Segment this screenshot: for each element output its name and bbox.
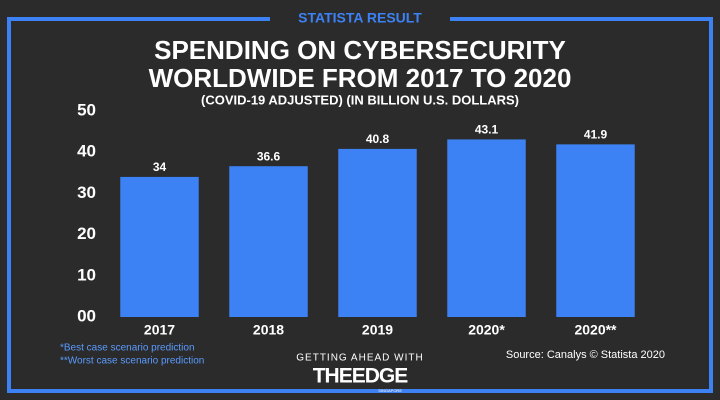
y-tick-label: 00 [77, 306, 96, 325]
source: Source: Canalys © Statista 2020 [506, 349, 665, 361]
x-tick-label: 2020* [468, 322, 505, 338]
x-tick-label: 2018 [253, 322, 284, 338]
bar [556, 144, 635, 317]
bar [120, 176, 199, 317]
badge: STATISTA RESULT [298, 10, 422, 26]
x-tick-label: 2020** [574, 322, 617, 338]
footnote: **Worst case scenario prediction [60, 356, 204, 367]
brand-region: SINGAPORE [378, 388, 402, 393]
y-tick-label: 50 [77, 100, 96, 119]
y-tick-label: 40 [77, 142, 96, 161]
bar [338, 148, 417, 317]
value-label: 34 [153, 160, 167, 174]
x-tick-label: 2019 [362, 322, 393, 338]
badge-box [270, 8, 450, 30]
brand-tagline: GETTING AHEAD WITH [296, 353, 423, 364]
y-tick-label: 20 [77, 224, 96, 243]
x-tick-label: 2017 [144, 322, 175, 338]
y-tick-label: 30 [77, 183, 96, 202]
chart-subtitle: (COVID-19 ADJUSTED) (IN BILLION U.S. DOL… [201, 92, 519, 107]
chart-title: WORLDWIDE FROM 2017 TO 2020 [149, 63, 572, 93]
value-label: 36.6 [257, 149, 281, 163]
y-tick-label: 10 [77, 265, 96, 284]
value-label: 41.9 [584, 128, 608, 142]
chart-title: SPENDING ON CYBERSECURITY [154, 35, 566, 65]
brand-logo: THEEDGE [313, 365, 409, 388]
value-label: 43.1 [475, 123, 499, 137]
value-label: 40.8 [366, 132, 390, 146]
footnote: *Best case scenario prediction [60, 343, 195, 354]
bar [229, 166, 308, 317]
bar [447, 139, 526, 317]
